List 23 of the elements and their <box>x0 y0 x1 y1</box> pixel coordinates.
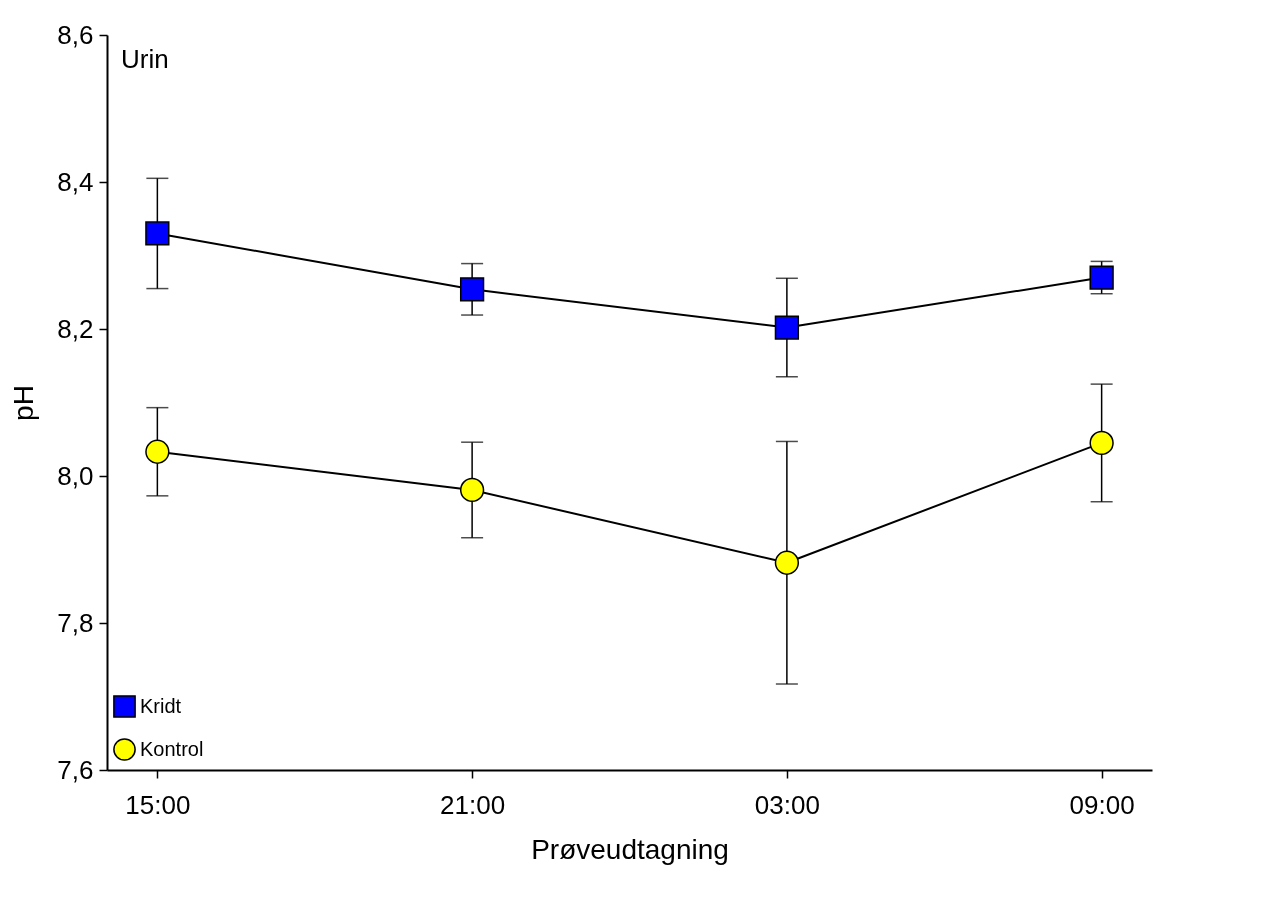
y-tick-label: 8,2 <box>57 313 94 344</box>
y-axis-title: pH <box>8 385 40 421</box>
point <box>1089 430 1114 456</box>
x-tick-label: 09:00 <box>1069 789 1135 820</box>
point <box>145 439 170 464</box>
x-axis-title: Prøveudtagning <box>531 833 729 865</box>
point <box>1089 265 1114 290</box>
y-tick-label: 8,4 <box>57 166 94 197</box>
point <box>459 477 485 503</box>
x-tick-label: 21:00 <box>440 789 506 820</box>
y-tick-label: 7,6 <box>57 754 94 785</box>
point <box>459 277 485 302</box>
y-tick-label: 7,8 <box>57 607 94 638</box>
x-tick-label: 03:00 <box>754 789 820 820</box>
x-tick-label: 15:00 <box>125 789 191 820</box>
legend-label: Kontrol <box>140 737 204 760</box>
y-tick-label: 8,6 <box>57 19 94 50</box>
y-tick-label: 8,0 <box>57 460 94 491</box>
legend-label: Kridt <box>140 694 182 717</box>
point <box>774 550 800 575</box>
point <box>774 315 800 340</box>
annotation: Urin <box>121 44 169 74</box>
point <box>145 221 170 246</box>
